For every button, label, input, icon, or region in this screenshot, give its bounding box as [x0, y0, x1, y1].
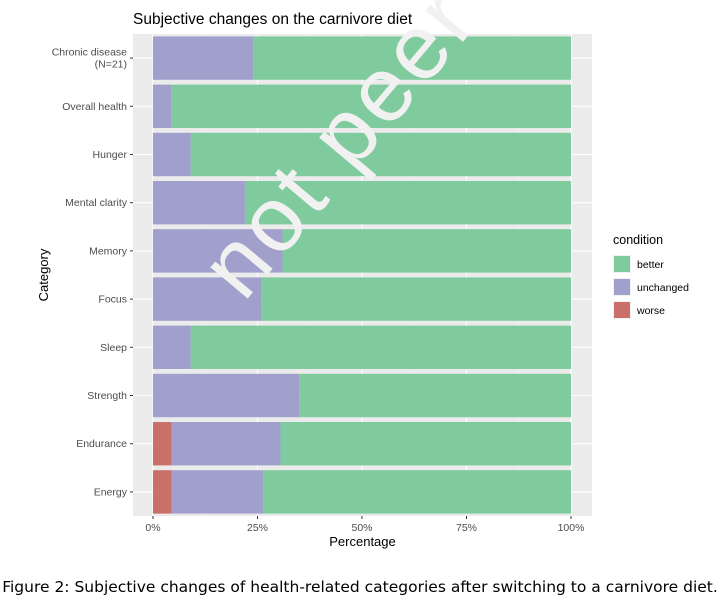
y-tick-label: Hunger: [93, 149, 128, 161]
bar-better-memory: [282, 229, 571, 273]
bar-better-sleep: [190, 325, 571, 369]
bar-unchanged-hunger: [153, 132, 191, 177]
x-tick-label: 0%: [145, 522, 160, 534]
legend-label-better: better: [637, 259, 664, 271]
bar-unchanged-memory: [153, 229, 283, 273]
y-axis-title: Category: [36, 248, 51, 301]
x-tick-label: 25%: [247, 522, 268, 534]
y-tick-label: Focus: [98, 294, 127, 306]
bar-worse-endurance: [153, 422, 172, 466]
y-tick-label: Chronic disease (N=21): [52, 47, 127, 71]
x-tick-label: 75%: [456, 522, 477, 534]
legend-swatch-better: [614, 256, 630, 272]
y-tick-label: Strength: [87, 390, 127, 402]
chart: Chronic disease (N=21) Overall health Hunge…: [36, 11, 689, 549]
bar-worse-energy: [153, 470, 172, 514]
y-tick-label: Energy: [94, 486, 128, 498]
x-tick-label: 100%: [558, 522, 585, 534]
bar-better-endurance: [280, 422, 571, 466]
bar-unchanged-focus: [153, 277, 262, 321]
bar-better-mental-clarity: [244, 181, 571, 225]
y-tick-label: Mental clarity: [65, 197, 128, 209]
y-tick-label: Sleep: [100, 342, 127, 354]
bar-unchanged-energy: [171, 470, 264, 514]
chart-title: Subjective changes on the carnivore diet: [133, 11, 413, 28]
bar-unchanged-sleep: [153, 325, 191, 369]
bar-unchanged-overall-health: [153, 84, 172, 128]
bar-better-hunger: [190, 132, 571, 177]
bar-better-chronic-disease: [253, 36, 571, 80]
bar-unchanged-chronic-disease: [153, 36, 254, 80]
bar-better-strength: [299, 373, 571, 418]
bar-unchanged-endurance: [171, 422, 281, 466]
bar-better-energy: [263, 470, 571, 514]
bar-better-overall-health: [171, 84, 571, 128]
figure-caption: Figure 2: Subjective changes of health-r…: [2, 578, 718, 596]
legend-label-unchanged: unchanged: [637, 282, 689, 294]
y-tick-label: Memory: [89, 245, 128, 257]
bar-better-focus: [261, 277, 571, 321]
x-tick-label: 50%: [351, 522, 372, 534]
legend-swatch-unchanged: [614, 279, 630, 295]
legend-title: condition: [613, 233, 663, 247]
bar-unchanged-strength: [153, 373, 300, 418]
x-axis-title: Percentage: [329, 534, 396, 549]
y-tick-label: Overall health: [62, 101, 127, 113]
legend-swatch-worse: [614, 302, 630, 318]
y-tick-label: Endurance: [76, 438, 127, 450]
legend-label-worse: worse: [636, 305, 665, 317]
bar-unchanged-mental-clarity: [153, 181, 245, 225]
